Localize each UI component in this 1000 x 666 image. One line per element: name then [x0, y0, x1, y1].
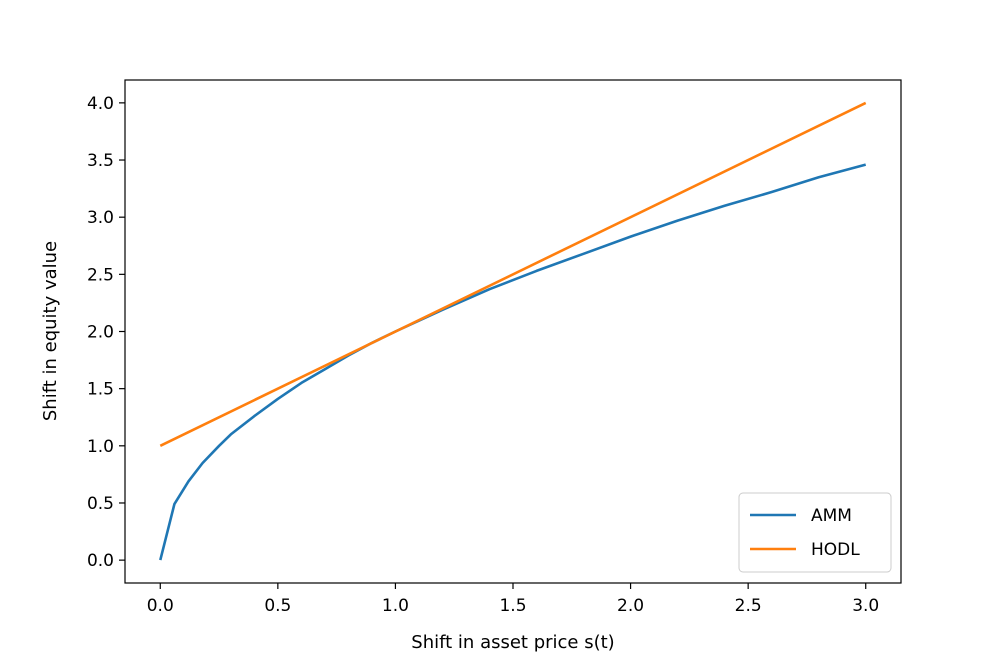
y-tick-label: 0.5 — [87, 494, 114, 514]
y-tick-label: 4.0 — [87, 94, 114, 114]
x-tick-label: 2.5 — [735, 596, 762, 616]
legend-box — [738, 492, 892, 573]
x-axis-title: Shift in asset price s(t) — [411, 632, 614, 653]
y-tick-label: 3.5 — [87, 151, 114, 171]
x-tick-label: 1.5 — [499, 596, 526, 616]
x-tick-label: 2.0 — [617, 596, 644, 616]
x-tick-label: 3.0 — [852, 596, 879, 616]
x-tick-label: 1.0 — [382, 596, 409, 616]
y-tick-label: 2.0 — [87, 323, 114, 343]
y-tick-label: 2.5 — [87, 265, 114, 285]
x-tick-label: 0.0 — [147, 596, 174, 616]
legend-label-amm: AMM — [811, 506, 852, 526]
series-layer — [159, 101, 867, 561]
x-axis: 0.0 0.5 1.0 1.5 2.0 2.5 3.0 — [147, 583, 879, 616]
legend: AMM HODL — [738, 492, 892, 573]
y-axis: 0.0 0.5 1.0 1.5 2.0 2.5 3.0 3.5 4.0 — [87, 94, 125, 571]
y-axis-title: Shift in equity value — [40, 241, 61, 421]
legend-label-hodl: HODL — [811, 540, 860, 560]
x-tick-label: 0.5 — [264, 596, 291, 616]
y-tick-label: 3.0 — [87, 208, 114, 228]
y-tick-label: 1.5 — [87, 380, 114, 400]
series-line-hodl — [159, 101, 867, 447]
y-tick-label: 1.0 — [87, 437, 114, 457]
y-tick-label: 0.0 — [87, 551, 114, 571]
